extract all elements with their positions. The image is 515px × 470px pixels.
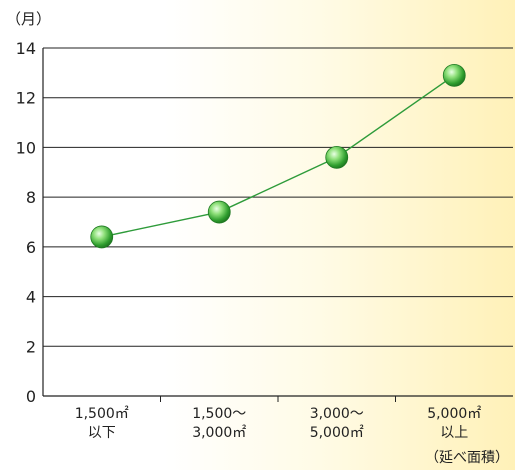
tick-labels: 0 2 4 6 8 10 12 14 1,500㎡以下 1,500～ 3,000㎡ 3,000～ 5,0… [16,39,482,441]
x-tick-label: 1,500～ 3,000㎡ [192,406,246,441]
data-point-marker [207,200,231,224]
x-axis-label: （延べ面積） [425,450,509,466]
x-tick-label: 1,500㎡以下 [75,406,129,441]
gridlines [43,47,513,347]
y-tick-label: 2 [26,337,36,356]
y-tick-label: 4 [26,288,36,307]
y-tick-label: 0 [26,387,36,406]
y-tick-label: 10 [16,138,36,157]
y-tick-label: 12 [16,89,36,108]
y-tick-label: 14 [16,39,36,58]
series-line [101,74,455,238]
data-point-marker [325,145,349,169]
data-series [90,63,466,249]
x-tick-label: 5,000㎡以上 [427,406,481,441]
x-tick-label: 3,000～ 5,000㎡ [310,406,364,441]
data-point-marker [442,63,466,87]
y-tick-label: 8 [26,188,36,207]
data-point-marker [90,225,114,249]
y-axis-label: （月） [6,10,51,28]
y-tick-label: 6 [26,238,36,257]
axes [42,48,513,402]
